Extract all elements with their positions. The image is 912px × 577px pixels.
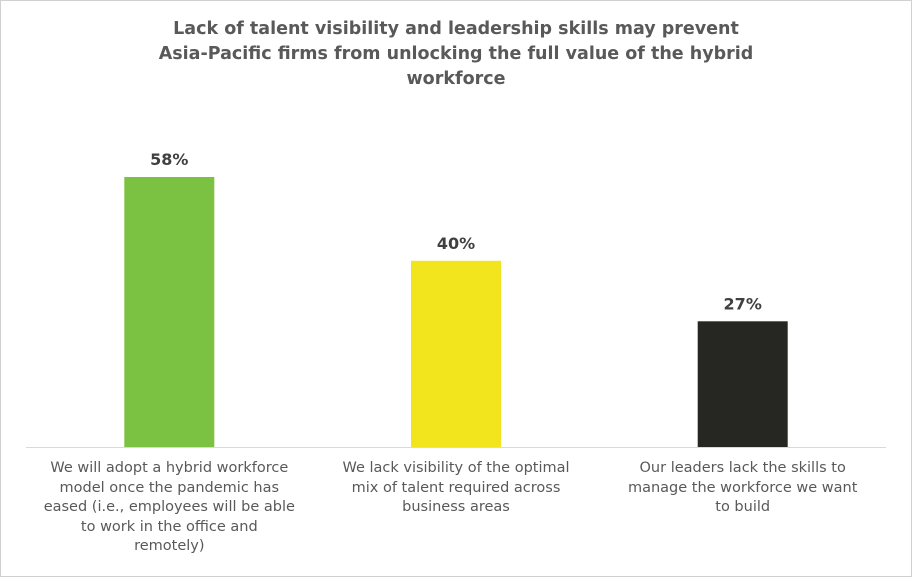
data-labels-group: 58% 40% 27% [150,150,762,313]
category-label-3: Our leaders lack the skills to manage th… [627,460,858,515]
bar-1 [124,177,215,447]
data-label-2: 40% [437,234,475,253]
data-label-3: 27% [724,294,762,313]
bar-2 [411,260,501,447]
category-label-1: We will adopt a hybrid workforce model o… [43,460,295,554]
chart-title: Lack of talent visibility and leadership… [158,19,754,89]
bars-group [124,177,788,447]
data-label-1: 58% [150,150,188,169]
category-label-2: We lack visibility of the optimal mix of… [342,460,570,515]
bar-3 [697,321,788,447]
